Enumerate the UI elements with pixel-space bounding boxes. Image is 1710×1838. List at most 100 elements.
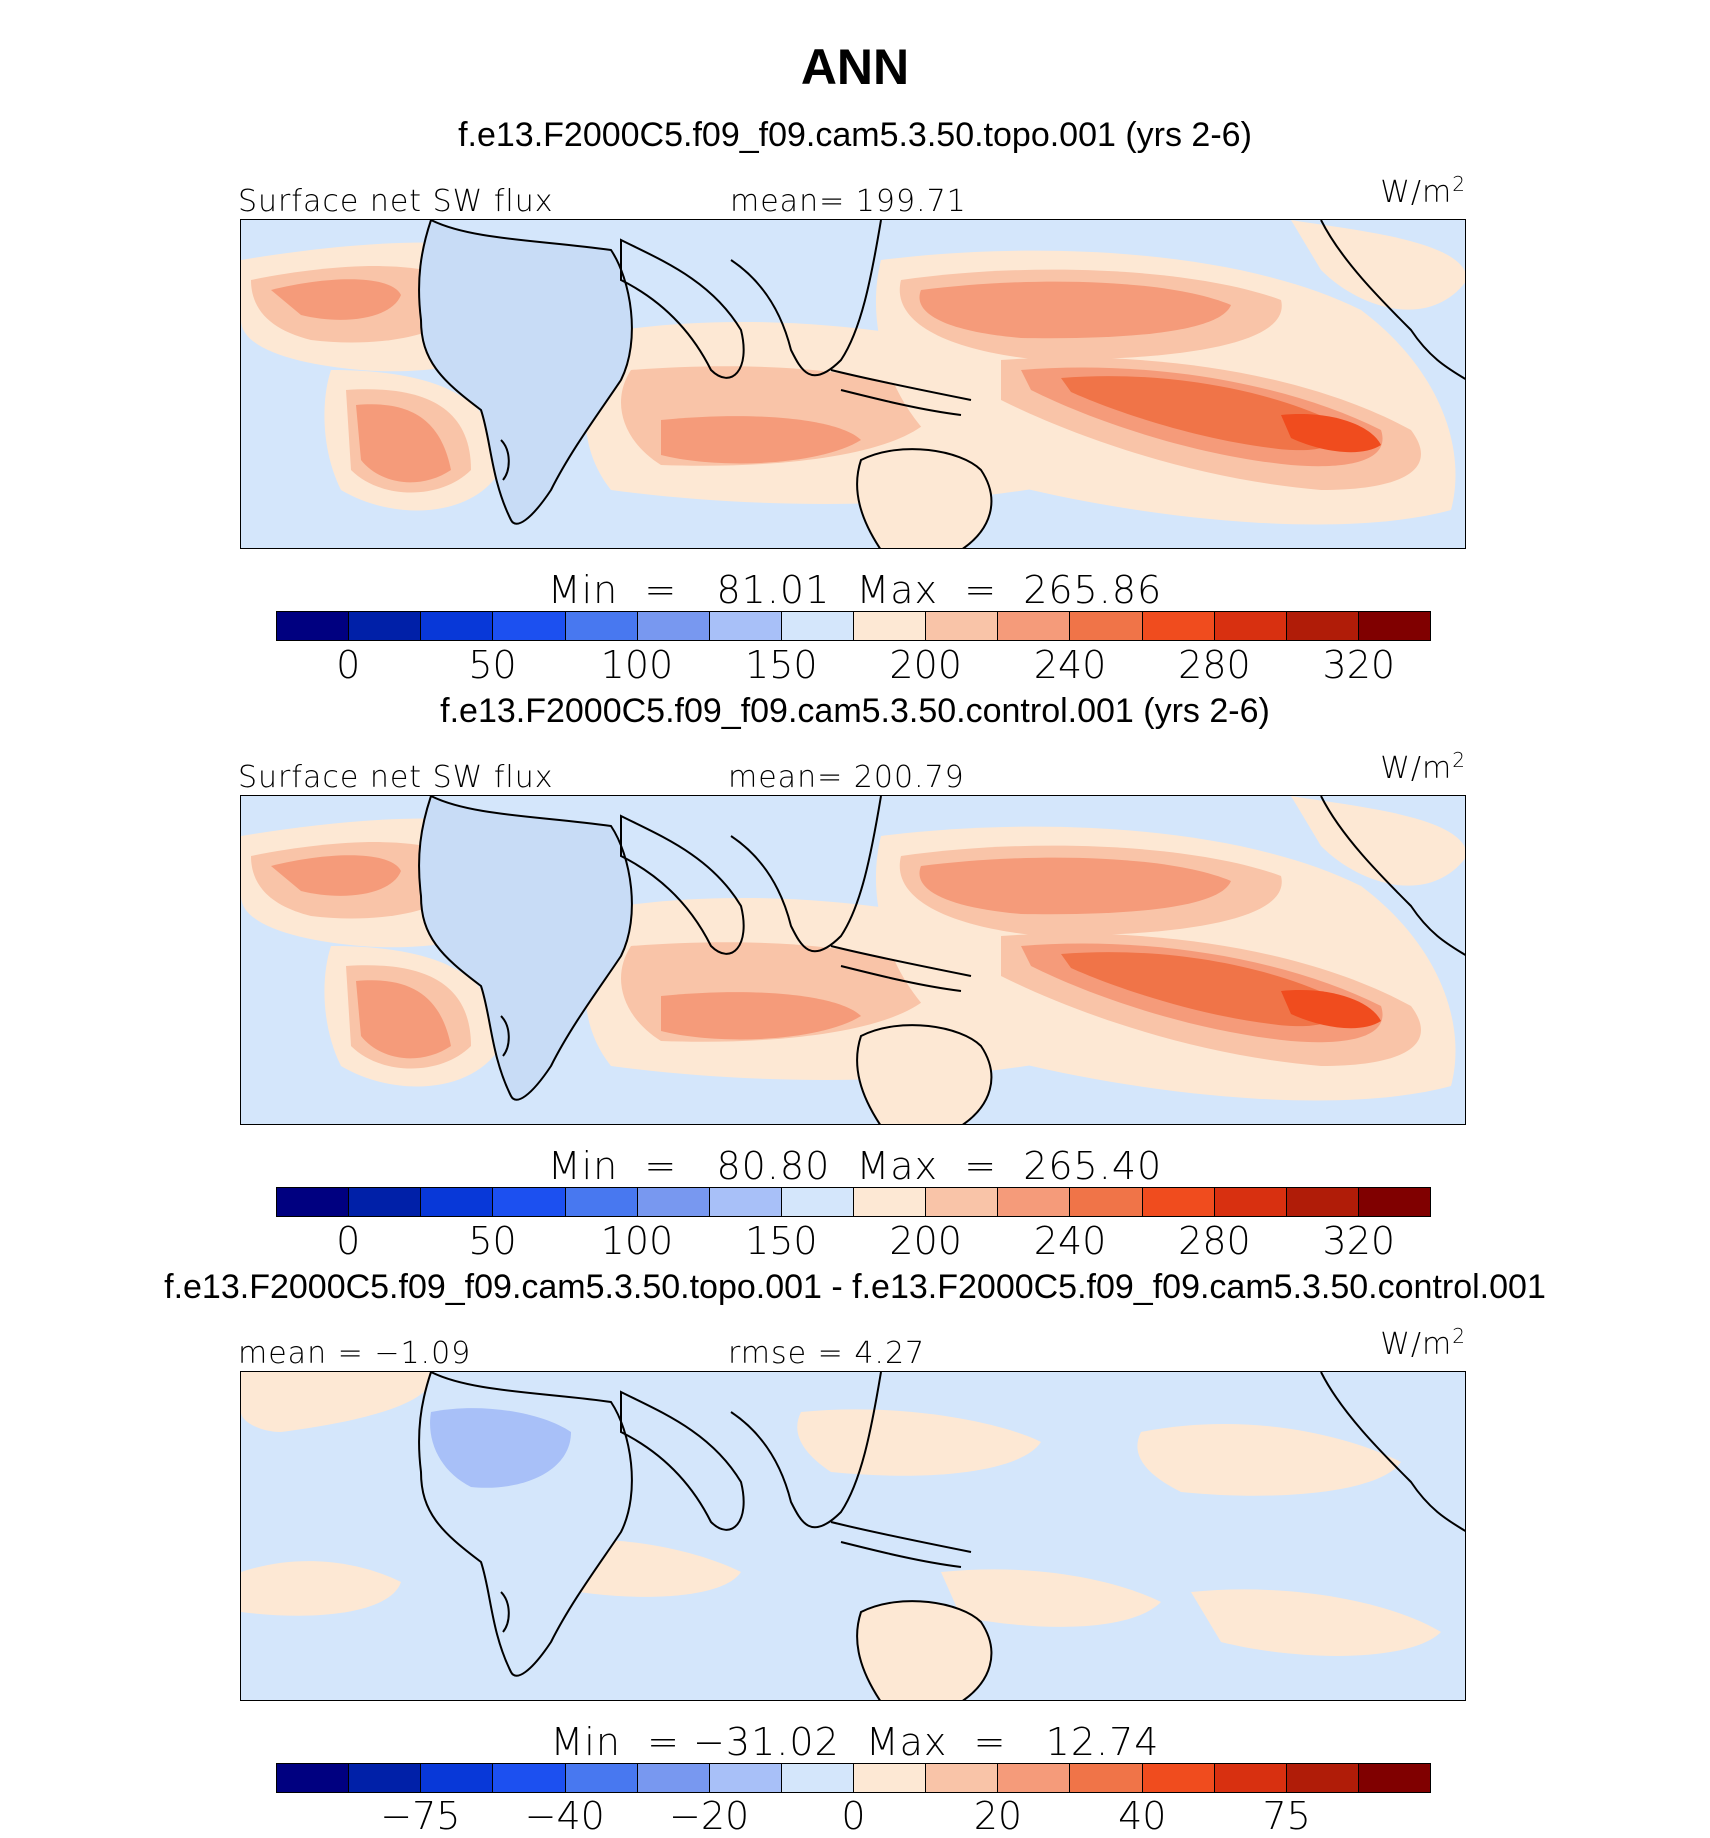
- colorbar-tick-label: 240: [1033, 1219, 1107, 1263]
- colorbar-cell: [493, 1188, 566, 1216]
- colorbar-cell: [926, 1188, 999, 1216]
- panel3-case-title: f.e13.F2000C5.f09_f09.cam5.3.50.topo.001…: [164, 1268, 1546, 1306]
- panel3-mean-value: −1.09: [374, 1336, 472, 1371]
- colorbar-tick-label: −75: [380, 1794, 461, 1838]
- colorbar-tick-label: 20: [973, 1794, 1023, 1838]
- colorbar-cell: [1286, 1188, 1359, 1216]
- panel2-region: [271, 855, 401, 896]
- colorbar-cell: [998, 1764, 1071, 1792]
- panel3-rmse: rmse = 4.27: [728, 1336, 925, 1371]
- panel2-field-svg: [241, 796, 1465, 1124]
- colorbar-cell: [998, 1188, 1071, 1216]
- panel2-variable-label: Surface net SW flux: [238, 760, 554, 795]
- panel3-region: [241, 1372, 432, 1432]
- panel1-map: [240, 219, 1466, 549]
- colorbar-cell: [493, 1764, 566, 1792]
- panel3-mean-label: mean =: [238, 1336, 364, 1371]
- panel1-region: [271, 279, 401, 320]
- panel1-mean-value: 199.71: [855, 184, 967, 219]
- panel2-colorbar: [276, 1187, 1431, 1217]
- colorbar-cell: [277, 612, 350, 640]
- colorbar-cell: [493, 612, 566, 640]
- colorbar-cell: [1070, 1188, 1143, 1216]
- colorbar-cell: [781, 1188, 854, 1216]
- panel1-units: W/m2: [1380, 172, 1466, 210]
- panel3-field-svg: [241, 1372, 1465, 1700]
- colorbar-cell: [1286, 1764, 1359, 1792]
- colorbar-tick-label: 320: [1322, 1219, 1396, 1263]
- colorbar-tick-label: 200: [889, 1219, 962, 1263]
- colorbar-cell: [854, 1764, 927, 1792]
- panel1-mean-label: mean=: [730, 184, 846, 219]
- panel1-australia: [856, 448, 993, 548]
- panel3-region: [1137, 1423, 1401, 1496]
- colorbar-cell: [1070, 1764, 1143, 1792]
- colorbar-cell: [349, 1188, 422, 1216]
- panel3-rmse-label: rmse =: [728, 1336, 844, 1371]
- panel3-madagascar: [500, 1591, 510, 1633]
- colorbar-cell: [1286, 612, 1359, 640]
- colorbar-cell: [781, 612, 854, 640]
- colorbar-cell: [854, 1188, 927, 1216]
- colorbar-cell: [1214, 1764, 1287, 1792]
- colorbar-cell: [1358, 1764, 1430, 1792]
- panel1-region: [356, 404, 451, 483]
- panel2-region: [1061, 952, 1338, 1027]
- colorbar-cell: [565, 1764, 638, 1792]
- colorbar-cell: [421, 1764, 494, 1792]
- panel3-asia-coast: [730, 1372, 882, 1529]
- colorbar-tick-label: 320: [1322, 643, 1396, 687]
- colorbar-cell: [709, 612, 782, 640]
- panel2-australia: [856, 1024, 993, 1124]
- panel2-region: [661, 992, 861, 1040]
- panel1-region: [661, 416, 861, 464]
- colorbar-tick-label: 0: [336, 643, 361, 687]
- panel3-maritime-continent: [830, 1521, 972, 1568]
- panel1-region: [919, 281, 1231, 339]
- panel2-minmax: Min = 80.80 Max = 265.40: [547, 1144, 1163, 1188]
- colorbar-cell: [1070, 612, 1143, 640]
- colorbar-cell: [854, 612, 927, 640]
- colorbar-tick-label: 280: [1178, 643, 1251, 687]
- colorbar-tick-label: 150: [745, 643, 818, 687]
- colorbar-cell: [1358, 612, 1430, 640]
- colorbar-cell: [637, 612, 710, 640]
- panel2-americas-coast: [1320, 796, 1465, 956]
- colorbar-cell: [926, 612, 999, 640]
- panel1-americas-coast: [1320, 220, 1465, 380]
- panel2-mean-value: 200.79: [853, 760, 965, 795]
- colorbar-cell: [421, 1188, 494, 1216]
- panel3-australia: [856, 1600, 993, 1700]
- panel2-region: [919, 857, 1231, 915]
- colorbar-cell: [349, 612, 422, 640]
- panel3-arabia: [620, 1390, 745, 1531]
- panel3-region: [430, 1408, 571, 1488]
- colorbar-cell: [1358, 1188, 1430, 1216]
- colorbar-cell: [277, 1764, 350, 1792]
- colorbar-tick-label: −20: [669, 1794, 750, 1838]
- panel2-arabia: [620, 814, 745, 955]
- panel1-madagascar: [500, 439, 510, 481]
- panel2-asia-coast: [730, 796, 882, 953]
- panel3-colorbar-ticks: −75 −40 −20 0 20 40 75: [276, 1794, 1431, 1838]
- colorbar-cell: [781, 1764, 854, 1792]
- panel1-maritime-continent: [830, 369, 972, 416]
- panel2-africa: [418, 796, 633, 1101]
- colorbar-cell: [1214, 1188, 1287, 1216]
- colorbar-tick-label: 50: [468, 1219, 517, 1263]
- panel1-variable-label: Surface net SW flux: [238, 184, 554, 219]
- panel3-map: [240, 1371, 1466, 1701]
- panel2-region: [356, 980, 451, 1059]
- colorbar-tick-label: 100: [600, 1219, 674, 1263]
- colorbar-cell: [565, 1188, 638, 1216]
- colorbar-tick-label: 150: [745, 1219, 818, 1263]
- colorbar-tick-label: 240: [1033, 643, 1107, 687]
- panel1-colorbar-ticks: 0 50 100 150 200 240 280 320: [276, 643, 1431, 687]
- panel1-asia-coast: [730, 220, 882, 377]
- panel1-region: [1061, 376, 1338, 451]
- colorbar-cell: [637, 1188, 710, 1216]
- panel2-case-title: f.e13.F2000C5.f09_f09.cam5.3.50.control.…: [440, 692, 1270, 730]
- panel1-field-svg: [241, 220, 1465, 548]
- colorbar-cell: [926, 1764, 999, 1792]
- panel1-mean: mean= 199.71: [730, 184, 967, 219]
